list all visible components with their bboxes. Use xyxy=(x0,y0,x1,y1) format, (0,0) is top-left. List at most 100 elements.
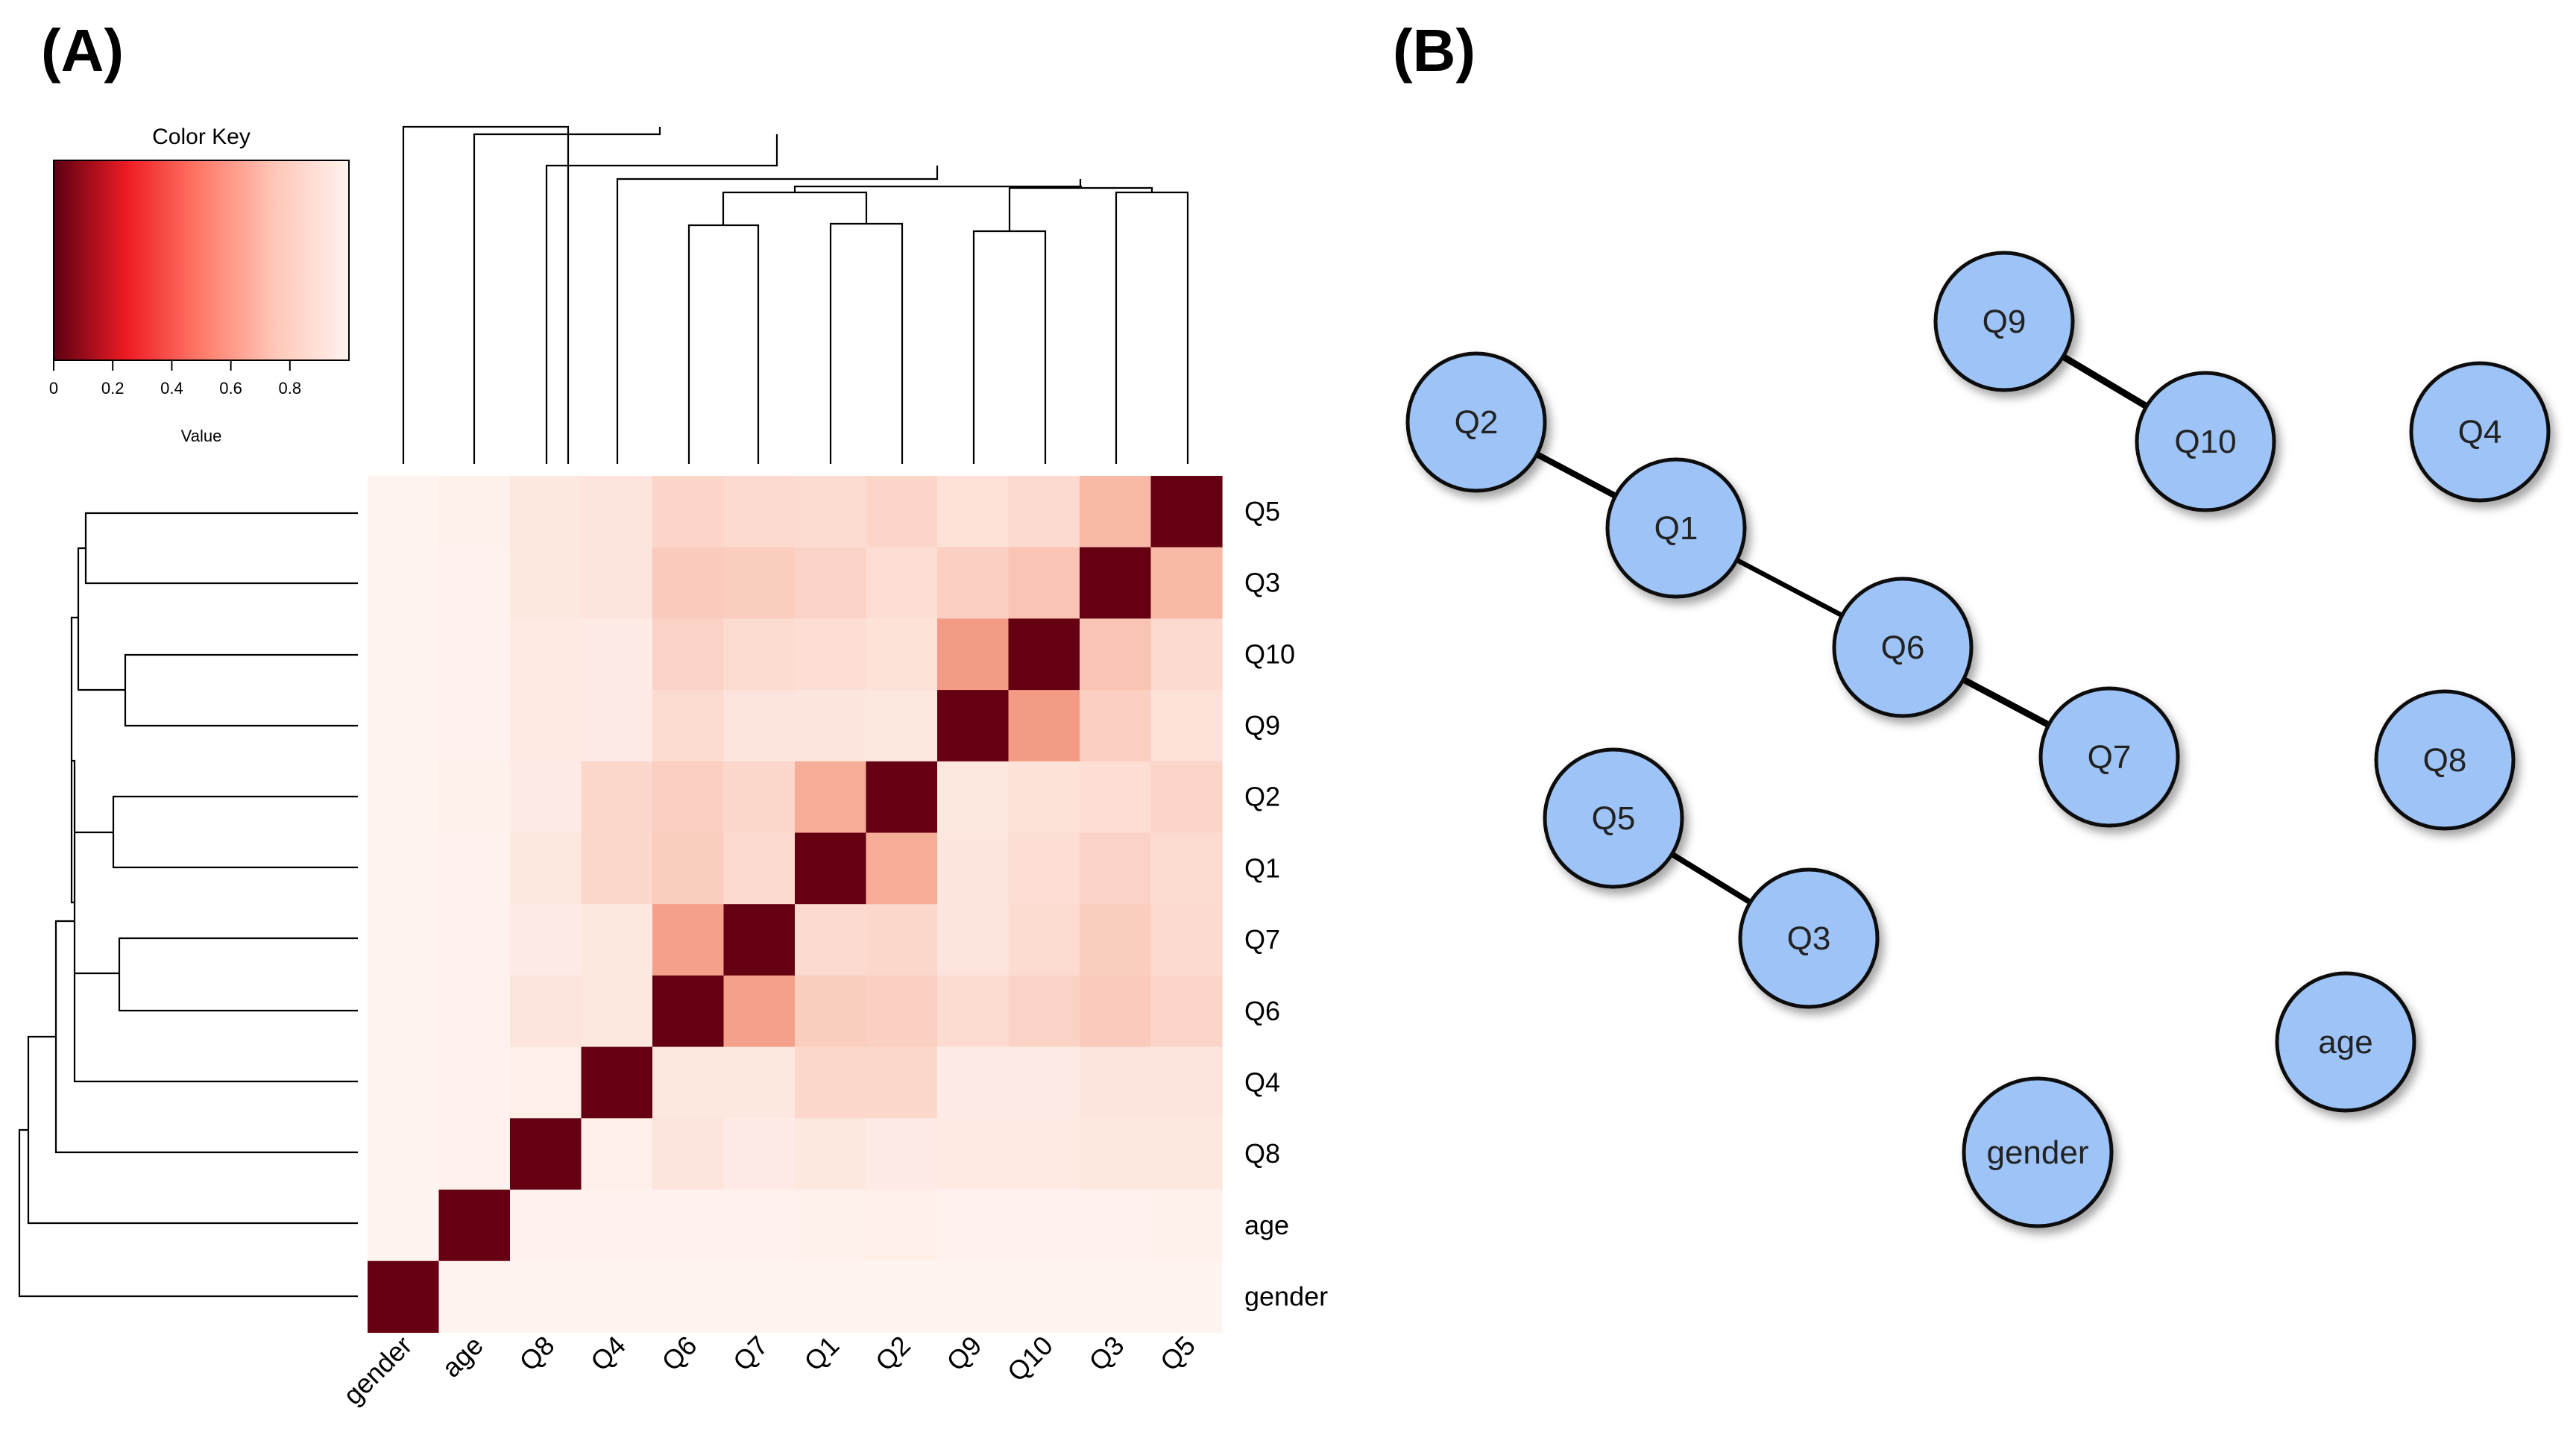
heatmap-cell xyxy=(438,476,511,548)
heatmap-cell xyxy=(723,1046,796,1119)
heatmap-cell xyxy=(581,1260,653,1333)
heatmap-cell xyxy=(368,547,440,619)
heatmap-cell xyxy=(866,904,938,976)
heatmap-cell xyxy=(937,476,1010,548)
heatmap-cell xyxy=(1008,975,1080,1048)
heatmap-col-label: gender xyxy=(337,1330,418,1410)
heatmap-cell xyxy=(1080,1190,1152,1262)
heatmap-cell xyxy=(1080,618,1152,691)
color-key: Color Key 0 0.2 0.4 0.6 0.8 Value xyxy=(49,125,350,445)
heatmap-cell xyxy=(510,547,582,619)
heatmap-cell xyxy=(723,1118,796,1190)
heatmap-cell xyxy=(510,1190,582,1262)
network-node-label: Q7 xyxy=(2088,739,2132,776)
heatmap-cell xyxy=(1080,1118,1152,1190)
heatmap-cell xyxy=(795,904,867,976)
heatmap-row-label: Q8 xyxy=(1244,1138,1280,1169)
heatmap-cell xyxy=(652,618,725,691)
heatmap-cell xyxy=(723,975,796,1048)
heatmap-cell xyxy=(510,618,582,691)
heatmap xyxy=(368,476,1223,1333)
heatmap-cell xyxy=(937,904,1010,976)
heatmap-cell xyxy=(438,1046,511,1119)
heatmap-cell xyxy=(368,761,440,834)
heatmap-cell xyxy=(438,761,511,834)
network-node-circle xyxy=(1405,351,1547,493)
heatmap-cell xyxy=(937,1190,1010,1262)
heatmap-cell xyxy=(581,1046,653,1119)
heatmap-cell xyxy=(652,476,725,548)
color-key-bar xyxy=(53,160,350,361)
network-node-circle xyxy=(1738,867,1880,1009)
heatmap-cell xyxy=(1150,832,1223,905)
heatmap-cell xyxy=(581,904,653,976)
heatmap-cell xyxy=(438,618,511,691)
heatmap-cell xyxy=(510,832,582,905)
heatmap-cell xyxy=(723,832,796,905)
heatmap-cell xyxy=(795,832,867,905)
heatmap-cell xyxy=(438,832,511,905)
network-node: Q3 xyxy=(1738,867,1880,1009)
heatmap-row-label: Q10 xyxy=(1244,638,1295,669)
heatmap-cell xyxy=(795,547,867,619)
heatmap-cell xyxy=(866,1118,938,1190)
color-key-tick-label: 0.6 xyxy=(219,379,242,398)
color-key-ticks: 0 0.2 0.4 0.6 0.8 xyxy=(49,360,301,398)
network-node-label: Q5 xyxy=(1592,800,1636,837)
heatmap-cell xyxy=(652,1260,725,1333)
heatmap-col-label: Q1 xyxy=(798,1330,845,1377)
heatmap-cell xyxy=(866,547,938,619)
network-node: Q7 xyxy=(2038,686,2180,828)
heatmap-cell xyxy=(723,904,796,976)
heatmap-cell xyxy=(438,1118,511,1190)
heatmap-cell xyxy=(723,1260,796,1333)
heatmap-row-label: gender xyxy=(1244,1281,1328,1312)
heatmap-cell xyxy=(795,618,867,691)
panel-b-label: (B) xyxy=(1393,17,1476,84)
heatmap-cell xyxy=(795,1190,867,1262)
heatmap-cell xyxy=(723,761,796,834)
heatmap-cell xyxy=(652,1118,725,1190)
heatmap-cell xyxy=(438,1260,511,1333)
heatmap-cell xyxy=(510,690,582,762)
network-node-circle xyxy=(1605,457,1747,599)
network-node-label: Q3 xyxy=(1787,920,1831,957)
color-key-title: Color Key xyxy=(152,125,251,149)
network-node-label: Q1 xyxy=(1654,510,1698,547)
heatmap-cell xyxy=(368,975,440,1048)
heatmap-col-label: Q4 xyxy=(585,1330,632,1377)
heatmap-cell xyxy=(866,975,938,1048)
color-key-tick-label: 0.2 xyxy=(101,379,125,398)
heatmap-cell xyxy=(723,618,796,691)
heatmap-cell xyxy=(1008,618,1080,691)
heatmap-cell xyxy=(1150,618,1223,691)
heatmap-cell xyxy=(937,1260,1010,1333)
heatmap-cell xyxy=(510,761,582,834)
network-node-label: Q4 xyxy=(2458,414,2502,450)
heatmap-cell xyxy=(866,690,938,762)
heatmap-cell xyxy=(723,476,796,548)
heatmap-cell xyxy=(795,1260,867,1333)
heatmap-cell xyxy=(510,1260,582,1333)
heatmap-cell xyxy=(1080,975,1152,1048)
heatmap-cell xyxy=(1150,1260,1223,1333)
heatmap-cell xyxy=(866,618,938,691)
panel-a-label: (A) xyxy=(41,17,124,84)
network-node: Q6 xyxy=(1832,577,1974,718)
network-node-circle xyxy=(1933,251,2075,392)
heatmap-cell xyxy=(937,618,1010,691)
heatmap-cell xyxy=(510,1118,582,1190)
network-node-label: age xyxy=(2318,1024,2372,1061)
network-node-label: Q9 xyxy=(1983,304,2027,340)
heatmap-cell xyxy=(937,832,1010,905)
network-node-circle xyxy=(1962,1076,2114,1228)
network-node-label: Q8 xyxy=(2423,742,2467,779)
heatmap-cell xyxy=(652,1046,725,1119)
heatmap-cell xyxy=(723,547,796,619)
heatmap-cell xyxy=(1150,476,1223,548)
heatmap-col-label: Q9 xyxy=(940,1330,987,1377)
heatmap-row-label: Q9 xyxy=(1244,710,1280,741)
heatmap-cell xyxy=(1080,904,1152,976)
heatmap-cell xyxy=(795,1118,867,1190)
heatmap-cell xyxy=(866,1190,938,1262)
